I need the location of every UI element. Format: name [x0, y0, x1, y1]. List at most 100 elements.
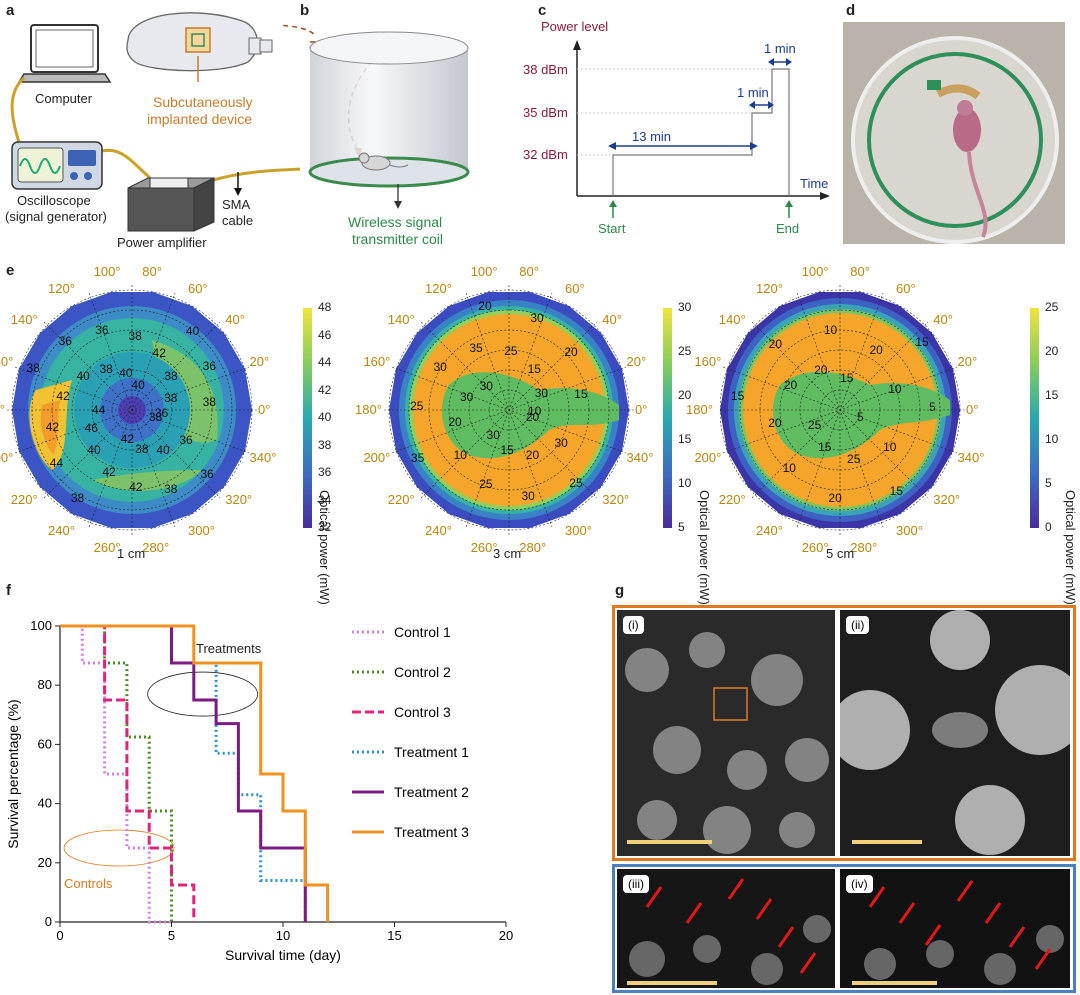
angle-label-1-8: 160°	[363, 354, 391, 370]
y-tick-label-1: 20	[38, 855, 52, 870]
panel-label-b: b	[300, 2, 310, 19]
contour-label-1-2: 25	[569, 475, 583, 490]
colorbar-tick-2-2: 15	[1045, 388, 1059, 402]
angle-label-2-3: 60°	[896, 280, 916, 296]
contour-label-0-0: 38	[148, 410, 163, 425]
angle-label-1-16: 320°	[602, 491, 630, 507]
duration-1min-top: 1 min	[764, 41, 796, 56]
contour-label-0-19: 38	[99, 362, 113, 377]
contour-label-2-16: 15	[915, 334, 929, 349]
scale-bar-i	[627, 840, 712, 844]
contour-label-1-10: 20	[448, 415, 462, 430]
series-line-treatment-3	[60, 624, 330, 922]
colorbar-tick-1-0: 30	[678, 300, 692, 314]
oscilloscope-sublabel: (signal generator)	[5, 209, 107, 224]
x-tick-label-0: 0	[56, 928, 63, 943]
angle-label-2-1: 20°	[957, 354, 978, 370]
colorbar-title-1: Optical power (mW)	[317, 490, 332, 605]
panel-label-g: g	[615, 582, 625, 599]
contour-label-0-13: 42	[45, 419, 60, 434]
contour-label-2-0: 5	[856, 410, 864, 425]
contour-label-0-12: 46	[84, 420, 98, 435]
level-38: 38 dBm	[523, 62, 568, 77]
legend-label-0: Control 1	[394, 624, 451, 640]
angle-label-2-14: 280°	[850, 539, 878, 555]
y-tick-label-3: 60	[38, 736, 52, 751]
polar-plot-1cm	[7, 285, 257, 535]
contour-label-0-7: 42	[120, 431, 135, 446]
contour-label-0-18: 36	[58, 333, 72, 348]
implant-label-2: implanted device	[147, 111, 253, 127]
scale-bar-ii	[852, 840, 922, 844]
colorbar-3	[1030, 308, 1039, 528]
contour-label-1-6: 25	[479, 476, 493, 491]
contour-label-2-13: 10	[823, 322, 838, 337]
treatments-annotation: Treatments	[196, 641, 262, 656]
angle-label-1-4: 80°	[519, 264, 539, 280]
power-amplifier-label: Power amplifier	[117, 235, 207, 250]
y-tick-label-5: 100	[30, 618, 52, 633]
contour-label-0-26: 38	[164, 368, 178, 383]
sem-image-i: (i)	[617, 610, 835, 856]
contour-label-0-21: 40	[119, 366, 133, 381]
contour-label-0-20: 36	[95, 323, 109, 338]
angle-label-0-6: 120°	[48, 280, 75, 296]
time-axis-label: Time	[800, 176, 829, 191]
contour-label-2-15: 20	[869, 343, 883, 358]
contour-label-1-9: 35	[410, 451, 425, 466]
contour-label-0-29: 38	[202, 394, 216, 409]
colorbar-title-2: Optical power (mW)	[697, 490, 712, 605]
colorbar-tick-2-0: 25	[1045, 300, 1059, 314]
angle-label-0-4: 80°	[142, 264, 162, 280]
sem-tag-iii: (iii)	[623, 875, 649, 893]
contour-label-0-5: 38	[135, 441, 149, 456]
contour-label-1-18: 30	[530, 311, 544, 326]
colorbar-title-3: Optical power (mW)	[1063, 490, 1078, 605]
angle-label-2-16: 320°	[933, 491, 961, 507]
angle-label-0-13: 260°	[93, 539, 121, 555]
angle-label-1-5: 100°	[470, 264, 498, 280]
contour-label-0-28: 38	[164, 390, 178, 405]
sem-tag-iv: (iv)	[846, 875, 873, 893]
panel-label-f: f	[6, 582, 11, 599]
controls-ellipse	[63, 829, 175, 867]
contour-label-1-23: 10	[527, 403, 542, 418]
colorbar-tick-2-1: 20	[1045, 344, 1059, 358]
distance-3cm: 3 cm	[493, 546, 522, 561]
contour-label-0-27: 36	[202, 359, 216, 374]
colorbar-tick-0-5: 38	[318, 437, 332, 452]
oscilloscope-icon	[11, 141, 103, 190]
colorbar-tick-2-5: 0	[1045, 520, 1052, 534]
contour-label-0-8: 42	[102, 464, 116, 479]
angle-label-0-7: 140°	[10, 312, 38, 327]
angle-label-0-15: 300°	[188, 523, 215, 539]
panel-a-setup-diagram	[10, 12, 300, 232]
panel-b-coil-diagram	[280, 24, 470, 209]
legend-label-1: Control 2	[394, 664, 451, 680]
angle-label-1-11: 220°	[387, 491, 415, 507]
contour-label-0-23: 40	[131, 377, 145, 392]
angle-label-2-8: 160°	[694, 354, 722, 370]
contour-label-2-10: 20	[783, 378, 798, 393]
implant-label: Subcutaneously	[153, 94, 253, 110]
contour-label-2-2: 15	[889, 484, 904, 499]
contour-label-0-2: 36	[200, 467, 214, 482]
x-tick-label-4: 20	[499, 928, 513, 943]
contour-label-2-1: 10	[883, 439, 897, 454]
angle-label-0-1: 20°	[249, 354, 270, 370]
colorbar-tick-0-2: 44	[318, 355, 332, 369]
colorbar-tick-0-0: 48	[318, 300, 332, 314]
contour-label-2-6: 10	[782, 461, 796, 476]
contour-label-1-4: 30	[521, 488, 535, 503]
sem-tag-ii: (ii)	[846, 616, 870, 634]
panel-label-e: e	[6, 262, 15, 279]
panel-label-a: a	[6, 2, 15, 19]
contour-label-1-1: 30	[554, 436, 568, 451]
angle-label-2-7: 140°	[718, 312, 746, 327]
sma-label: SMA	[222, 197, 251, 212]
angle-label-2-2: 40°	[933, 312, 953, 327]
sem-frame-top	[612, 605, 1076, 861]
contour-label-2-18: 5	[928, 400, 936, 415]
angle-label-0-9: 180°	[0, 402, 5, 417]
contour-label-1-3: 20	[525, 448, 540, 463]
